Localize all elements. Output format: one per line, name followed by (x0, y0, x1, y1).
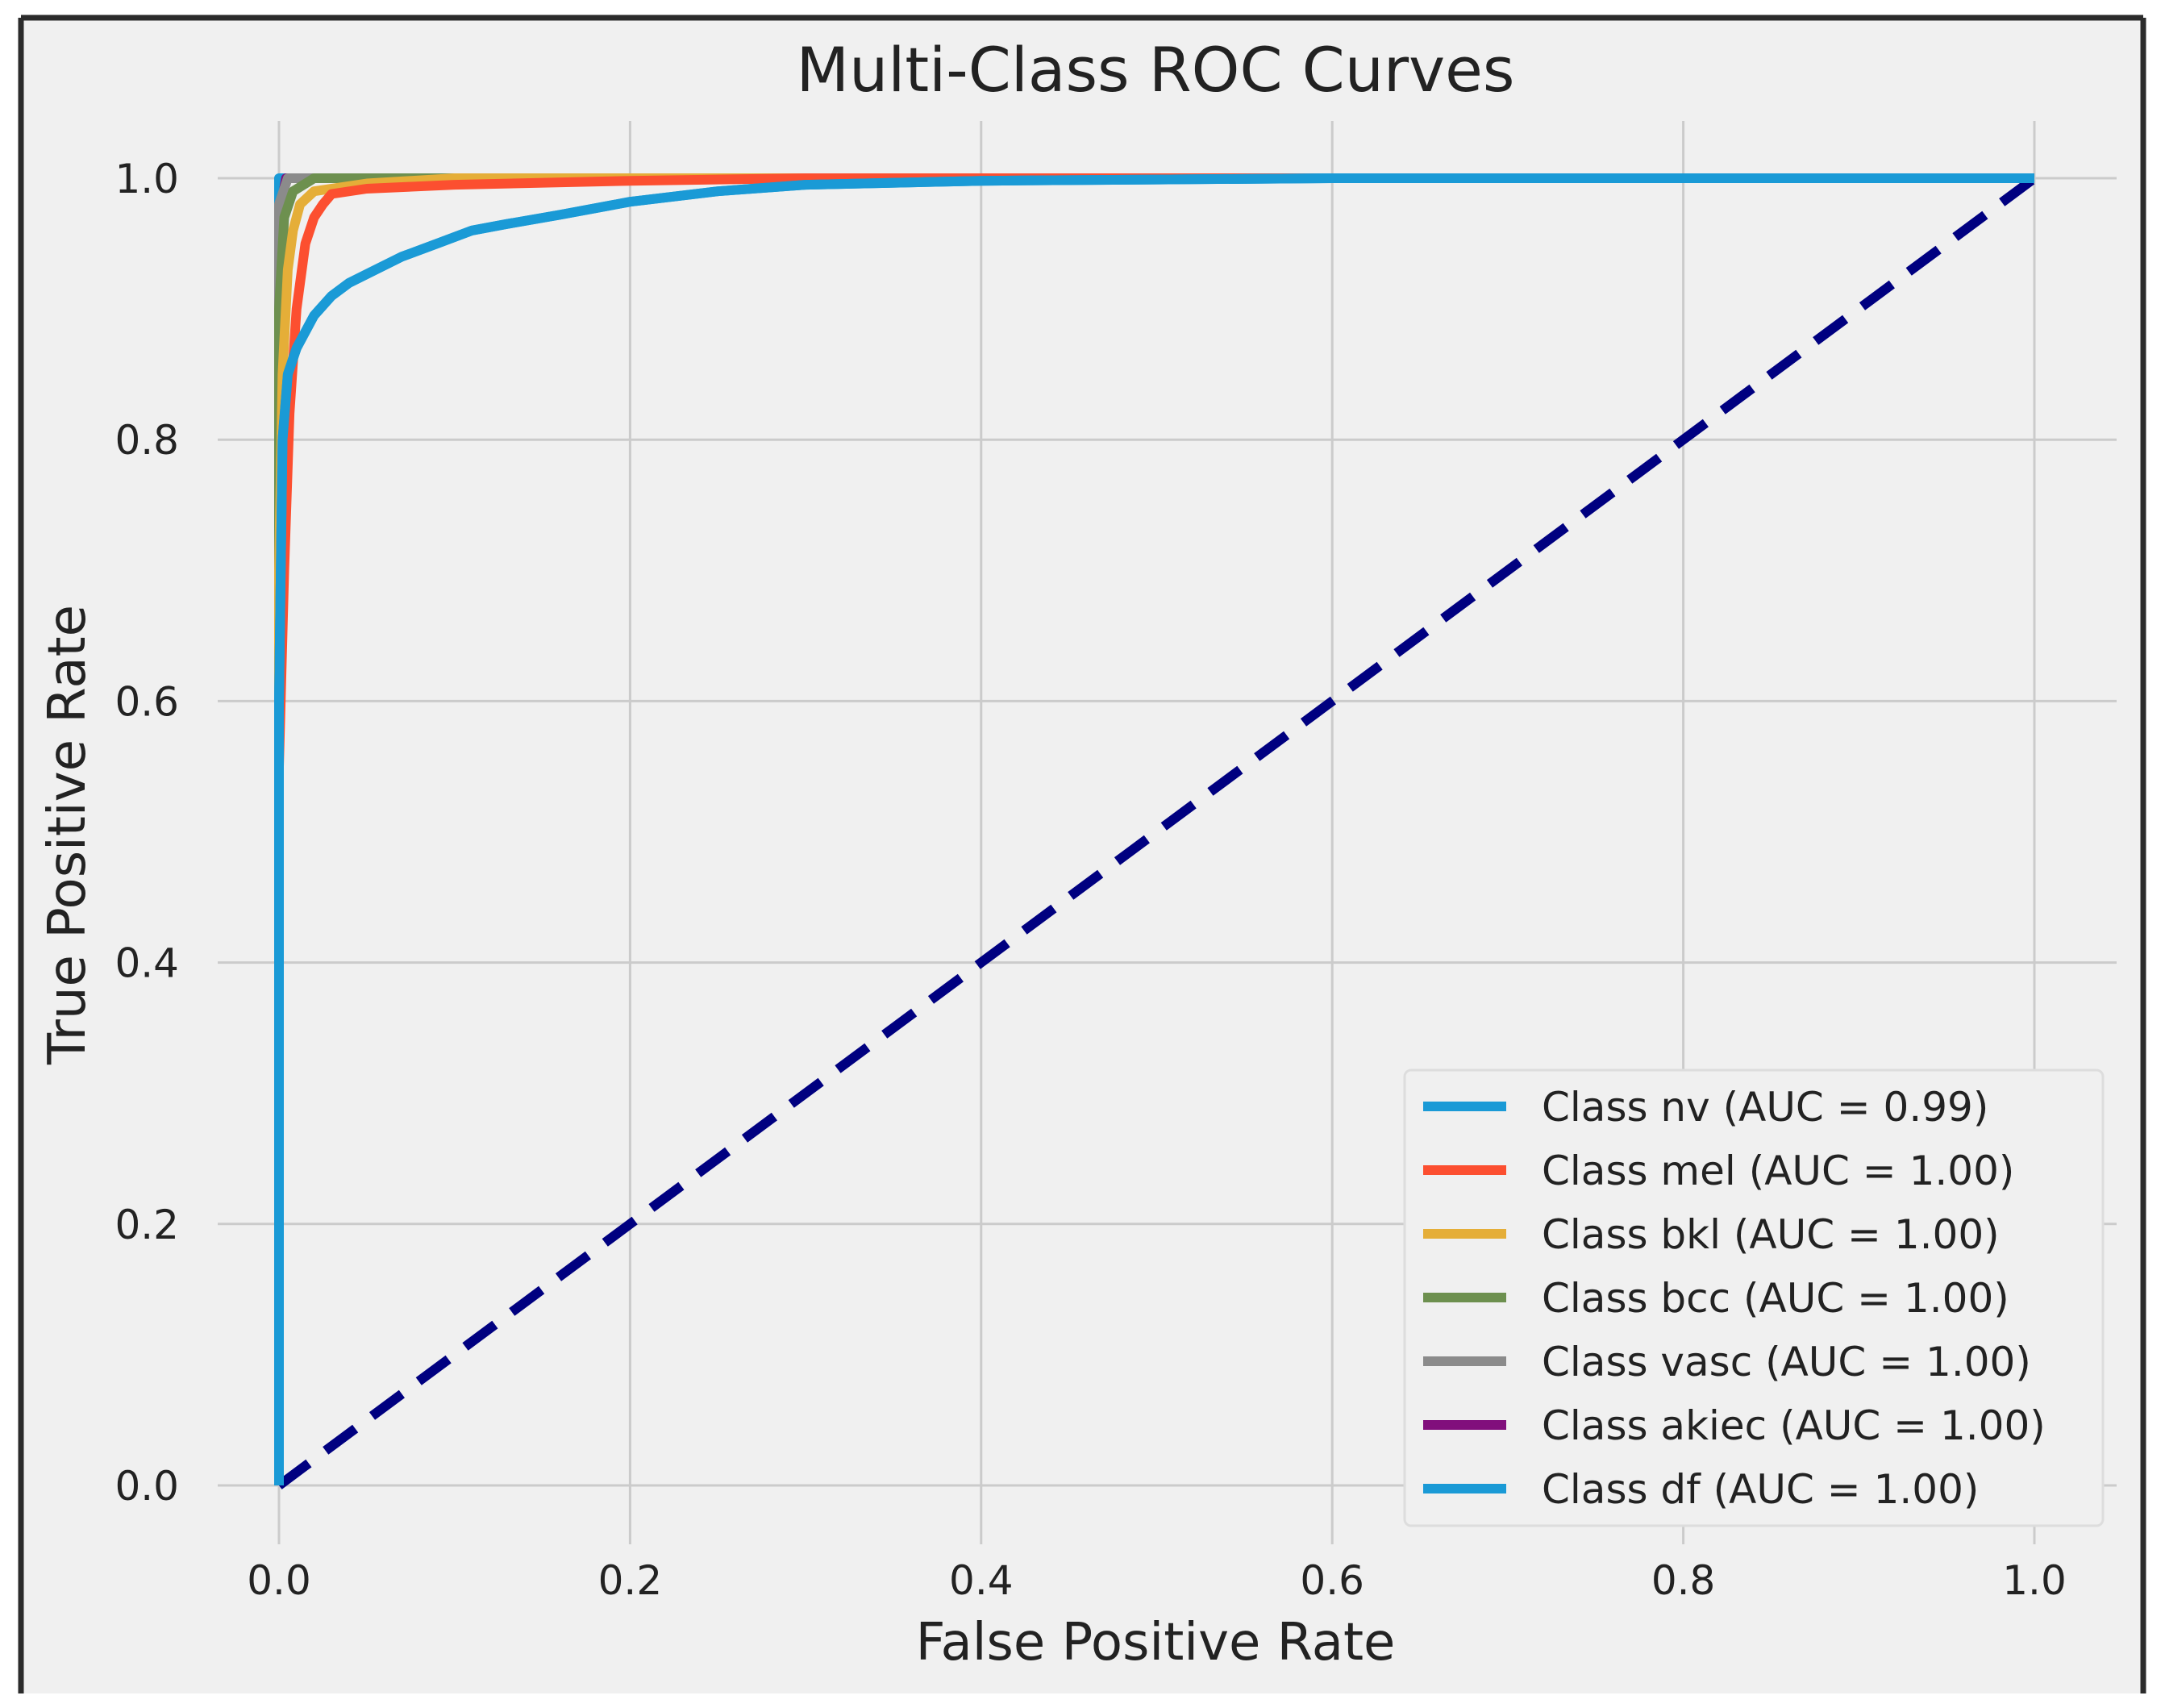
y-axis-label: True Positive Rate (38, 605, 98, 1065)
legend-entry-label: Class bkl (AUC = 1.00) (1542, 1211, 2000, 1258)
grid (218, 121, 2117, 1544)
chart-title: Multi-Class ROC Curves (797, 34, 1515, 106)
legend-entry-label: Class akiec (AUC = 1.00) (1542, 1402, 2046, 1449)
y-tick-label: 1.0 (114, 156, 179, 202)
legend: Class nv (AUC = 0.99) Class mel (AUC = 1.… (1403, 1069, 2105, 1527)
x-tick-label: 0.0 (247, 1557, 311, 1604)
x-tick-label: 0.4 (949, 1557, 1014, 1604)
roc-curve-nv-overlay (274, 173, 2034, 1485)
x-tick-label: 0.2 (598, 1557, 663, 1604)
y-tick-label: 0.4 (114, 940, 179, 987)
x-tick-label: 1.0 (2002, 1557, 2067, 1604)
x-axis-label: False Positive Rate (916, 1613, 1396, 1673)
chance-diagonal (276, 174, 2038, 1489)
y-tick-label: 0.2 (114, 1202, 179, 1248)
y-tick-label: 0.0 (114, 1463, 179, 1510)
x-tick-label: 0.8 (1651, 1557, 1716, 1604)
x-tick-label: 0.6 (1300, 1557, 1364, 1604)
legend-entry-label: Class df (AUC = 1.00) (1542, 1466, 1979, 1513)
x-axis-ticks: 0.0 0.2 0.4 0.6 0.8 1.0 (247, 1557, 2067, 1604)
roc-curves (274, 173, 2034, 1485)
diagonal-line (276, 174, 2038, 1489)
y-axis-ticks: 0.0 0.2 0.4 0.6 0.8 1.0 (114, 156, 179, 1510)
legend-entry-label: Class bcc (AUC = 1.00) (1542, 1275, 2009, 1322)
legend-entry-label: Class mel (AUC = 1.00) (1542, 1148, 2014, 1194)
legend-entry-label: Class vasc (AUC = 1.00) (1542, 1339, 2031, 1385)
legend-box (1403, 1069, 2105, 1527)
y-tick-label: 0.8 (114, 417, 179, 464)
y-tick-label: 0.6 (114, 678, 179, 725)
legend-entry-label: Class nv (AUC = 0.99) (1542, 1084, 1988, 1131)
